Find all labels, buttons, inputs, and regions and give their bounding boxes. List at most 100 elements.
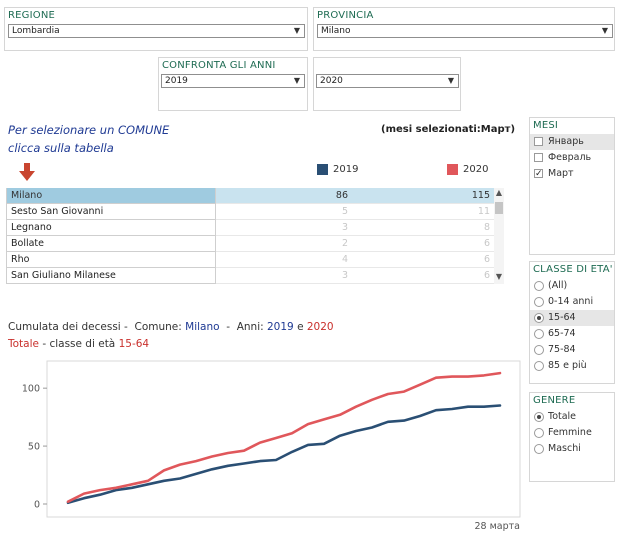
classe-title: CLASSE DI ETA' [533, 264, 613, 275]
value-2019[interactable]: 86 [215, 188, 352, 204]
radio-icon[interactable] [534, 361, 544, 371]
mesi-option-march[interactable]: ✓ Март [530, 166, 614, 182]
genere-title: GENERE [533, 395, 576, 406]
mesi-option-january[interactable]: Январь [530, 134, 614, 150]
scroll-up-icon[interactable]: ▲ [495, 188, 503, 197]
months-selected: (mesi selezionati:Март) [381, 124, 515, 135]
legend-2020-swatch [447, 164, 458, 175]
chart-title-year-b: 2020 [306, 321, 334, 333]
table-row[interactable]: Milano 86 115 [6, 188, 494, 204]
mesi-option-label: Март [548, 168, 574, 179]
months-selected-close: ) [510, 124, 516, 135]
provincia-filter: PROVINCIA Milano ▼ [313, 7, 615, 51]
radio-icon[interactable] [534, 281, 544, 291]
genere-option-maschi[interactable]: Maschi [530, 441, 614, 457]
radio-icon[interactable] [534, 345, 544, 355]
series-line-2019 [66, 404, 502, 505]
classe-option-label: 85 e più [548, 360, 587, 371]
regione-title: REGIONE [8, 10, 56, 21]
table-row[interactable]: Legnano 3 8 [6, 219, 494, 236]
comune-name[interactable]: San Giuliano Milanese [6, 267, 216, 284]
year-b-filter: 2020 ▼ [313, 57, 461, 111]
checkbox-checked-icon[interactable]: ✓ [534, 169, 543, 179]
table-row[interactable]: Sesto San Giovanni 5 11 [6, 203, 494, 220]
hint-line2: clicca sulla tabella [8, 141, 114, 155]
classe-option-85-plus[interactable]: 85 e più [530, 358, 614, 374]
chart-title-prefix: Cumulata dei decessi - Comune: [8, 321, 186, 333]
provincia-title: PROVINCIA [317, 10, 374, 21]
value-2020[interactable]: 8 [352, 219, 494, 236]
regione-select[interactable]: Lombardia ▼ [8, 24, 305, 38]
classe-option-75-84[interactable]: 75-84 [530, 342, 614, 358]
value-2020[interactable]: 6 [352, 251, 494, 268]
value-2020[interactable]: 115 [352, 188, 494, 204]
comune-name[interactable]: Bollate [6, 235, 216, 252]
comune-name[interactable]: Legnano [6, 219, 216, 236]
genere-option-totale[interactable]: Totale [530, 409, 614, 425]
genere-option-femmine[interactable]: Femmine [530, 425, 614, 441]
classe-option-label: 15-64 [548, 312, 576, 323]
checkbox-icon[interactable] [534, 153, 543, 162]
mesi-title: MESI [533, 120, 559, 131]
classe-option-all[interactable]: (All) [530, 278, 614, 294]
chart-title-classe-label: - classe di età [38, 338, 119, 350]
genere-option-label: Totale [548, 411, 577, 422]
comune-name[interactable]: Rho [6, 251, 216, 268]
table-row[interactable]: Bollate 2 6 [6, 235, 494, 252]
mesi-option-february[interactable]: Февраль [530, 150, 614, 166]
scroll-down-icon[interactable]: ▼ [495, 272, 503, 281]
legend-2019-swatch [317, 164, 328, 175]
chart-title-year-a: 2019 [267, 321, 294, 333]
value-2020[interactable]: 11 [352, 203, 494, 220]
comune-name[interactable]: Milano [6, 188, 216, 204]
chart-title-classe: 15-64 [118, 338, 150, 350]
chart-title-and: e [293, 321, 307, 333]
y-tick-label: 50 [28, 442, 40, 453]
value-2019[interactable]: 2 [215, 235, 352, 252]
classe-filter: CLASSE DI ETA' (All) 0-14 anni 15-64 65-… [529, 261, 615, 384]
value-2019[interactable]: 3 [215, 219, 352, 236]
year-b-value: 2020 [320, 76, 343, 86]
table-scrollbar[interactable]: ▲ ▼ [494, 188, 504, 284]
months-selected-label: (mesi selezionati: [381, 124, 481, 135]
comune-name[interactable]: Sesto San Giovanni [6, 203, 216, 220]
classe-option-0-14[interactable]: 0-14 anni [530, 294, 614, 310]
genere-filter: GENERE Totale Femmine Maschi [529, 392, 615, 482]
value-2019[interactable]: 5 [215, 203, 352, 220]
classe-option-label: 0-14 anni [548, 296, 594, 307]
radio-icon[interactable] [534, 444, 544, 454]
scroll-thumb[interactable] [495, 202, 503, 214]
chevron-down-icon: ▼ [293, 26, 300, 35]
y-tick-label: 100 [22, 384, 40, 395]
value-2020[interactable]: 6 [352, 235, 494, 252]
radio-icon[interactable] [534, 329, 544, 339]
year-b-select[interactable]: 2020 ▼ [316, 74, 459, 88]
table-row[interactable]: Rho 4 6 [6, 251, 494, 268]
confronta-title: CONFRONTA GLI ANNI [162, 60, 276, 71]
year-a-value: 2019 [165, 76, 188, 86]
classe-option-15-64[interactable]: 15-64 [530, 310, 614, 326]
radio-icon[interactable] [534, 297, 544, 307]
value-2019[interactable]: 3 [215, 267, 352, 284]
provincia-select[interactable]: Milano ▼ [317, 24, 613, 38]
checkbox-icon[interactable] [534, 137, 543, 146]
comune-table: Milano 86 115 Sesto San Giovanni 5 11 Le… [6, 188, 494, 284]
chevron-down-icon: ▼ [447, 76, 454, 85]
table-row[interactable]: San Giuliano Milanese 3 6 [6, 267, 494, 284]
radio-icon[interactable] [534, 428, 544, 438]
provincia-value: Milano [321, 26, 351, 36]
value-2019[interactable]: 4 [215, 251, 352, 268]
chart-title-mid: - Anni: [219, 321, 267, 333]
radio-selected-icon[interactable] [534, 313, 544, 323]
x-axis-end-label: 28 марта [475, 521, 520, 532]
cumulative-deaths-chart: 0 50 100 28 марта [22, 360, 521, 532]
value-2020[interactable]: 6 [352, 267, 494, 284]
chart-title-comune: Milano [185, 321, 220, 333]
year-a-select[interactable]: 2019 ▼ [161, 74, 305, 88]
legend-2019-label: 2019 [333, 164, 359, 175]
genere-option-label: Femmine [548, 427, 592, 438]
series-line-2020 [66, 371, 502, 503]
classe-option-65-74[interactable]: 65-74 [530, 326, 614, 342]
radio-selected-icon[interactable] [534, 412, 544, 422]
legend-2020-label: 2020 [463, 164, 489, 175]
